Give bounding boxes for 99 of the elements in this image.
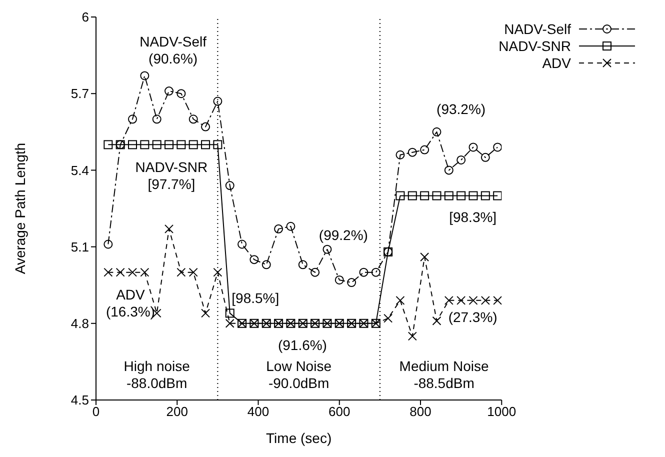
point bbox=[396, 150, 405, 160]
point bbox=[140, 140, 150, 150]
point bbox=[408, 191, 417, 200]
point bbox=[164, 224, 174, 234]
y-tick-label: 5.4 bbox=[70, 162, 89, 178]
point bbox=[468, 142, 478, 152]
point bbox=[432, 191, 442, 200]
x-tick-label: 800 bbox=[410, 404, 432, 420]
legend-label: NADV-Self bbox=[504, 20, 571, 36]
point bbox=[104, 240, 113, 249]
point bbox=[456, 155, 466, 164]
point bbox=[176, 268, 186, 277]
point bbox=[493, 296, 502, 305]
point bbox=[274, 224, 284, 234]
point bbox=[225, 318, 234, 328]
point bbox=[408, 148, 417, 157]
x-tick-label: 1000 bbox=[487, 404, 516, 420]
point bbox=[164, 86, 174, 96]
point bbox=[152, 140, 162, 150]
point bbox=[310, 268, 320, 277]
point bbox=[396, 191, 405, 200]
point bbox=[176, 89, 186, 98]
point bbox=[188, 140, 198, 150]
annotation: (93.2%) bbox=[436, 100, 486, 117]
point bbox=[420, 145, 430, 154]
annotation: Low Noise -90.0dBm bbox=[266, 358, 332, 391]
point bbox=[128, 268, 138, 277]
annotation: NADV-Self (90.6%) bbox=[140, 34, 207, 67]
x-tick-label: 200 bbox=[166, 404, 188, 420]
x-axis-title: Time (sec) bbox=[266, 430, 332, 446]
point bbox=[322, 244, 332, 254]
point bbox=[140, 268, 150, 277]
point bbox=[444, 166, 454, 175]
annotation: (91.6%) bbox=[278, 337, 327, 354]
legend-label: ADV bbox=[542, 54, 571, 70]
y-tick-label: 6 bbox=[82, 10, 89, 25]
point bbox=[201, 122, 210, 132]
point bbox=[213, 268, 222, 277]
point bbox=[420, 191, 430, 200]
point bbox=[116, 268, 125, 277]
point bbox=[128, 140, 138, 150]
point bbox=[493, 142, 502, 152]
point bbox=[128, 114, 138, 124]
point bbox=[347, 278, 356, 288]
y-tick-label: 5.7 bbox=[70, 86, 89, 102]
point bbox=[201, 140, 210, 150]
point bbox=[213, 96, 222, 106]
annotation: NADV-SNR [97.7%] bbox=[135, 158, 208, 192]
point bbox=[201, 308, 210, 318]
annotation: Medium Noise -88.5dBm bbox=[399, 358, 489, 391]
point bbox=[420, 252, 430, 262]
annotation: High noise -88.0dBm bbox=[124, 358, 190, 391]
point bbox=[334, 275, 344, 284]
point bbox=[140, 71, 150, 80]
point bbox=[493, 191, 502, 200]
x-tick-label: 400 bbox=[247, 404, 270, 420]
y-axis-title: Average Path Length bbox=[12, 142, 28, 274]
annotation: [98.5%] bbox=[232, 290, 280, 306]
point bbox=[396, 296, 405, 305]
point bbox=[286, 222, 296, 231]
point bbox=[444, 191, 454, 200]
point bbox=[371, 268, 380, 277]
annotation: [98.3%] bbox=[449, 208, 497, 225]
point bbox=[104, 268, 113, 277]
point bbox=[152, 114, 162, 124]
point bbox=[384, 314, 393, 323]
y-tick-label: 4.8 bbox=[70, 316, 89, 332]
point bbox=[456, 191, 466, 200]
point bbox=[432, 316, 442, 326]
point bbox=[250, 255, 259, 264]
point bbox=[188, 268, 198, 277]
point bbox=[468, 296, 478, 305]
point bbox=[225, 308, 234, 318]
x-tick-label: 0 bbox=[92, 404, 100, 420]
y-tick-label: 4.5 bbox=[70, 392, 89, 408]
point bbox=[164, 140, 174, 150]
point bbox=[238, 240, 247, 249]
point bbox=[432, 127, 442, 136]
point bbox=[298, 260, 308, 270]
annotation: ADV (16.3%) bbox=[106, 286, 155, 320]
y-tick-label: 5.1 bbox=[70, 239, 89, 254]
point bbox=[408, 332, 417, 341]
point bbox=[104, 140, 113, 150]
annotation: (27.3%) bbox=[448, 308, 498, 325]
point bbox=[444, 296, 454, 305]
legend-label: NADV-SNR bbox=[498, 38, 571, 54]
point bbox=[468, 191, 478, 200]
x-tick-label: 600 bbox=[328, 404, 350, 420]
point bbox=[225, 181, 234, 190]
point bbox=[480, 152, 490, 162]
point bbox=[213, 140, 222, 150]
point bbox=[456, 296, 466, 305]
point bbox=[176, 140, 186, 150]
point bbox=[480, 191, 490, 200]
point bbox=[262, 260, 271, 270]
annotation: (99.2%) bbox=[318, 227, 368, 244]
point bbox=[359, 268, 368, 277]
point bbox=[480, 296, 490, 305]
point bbox=[188, 114, 198, 124]
